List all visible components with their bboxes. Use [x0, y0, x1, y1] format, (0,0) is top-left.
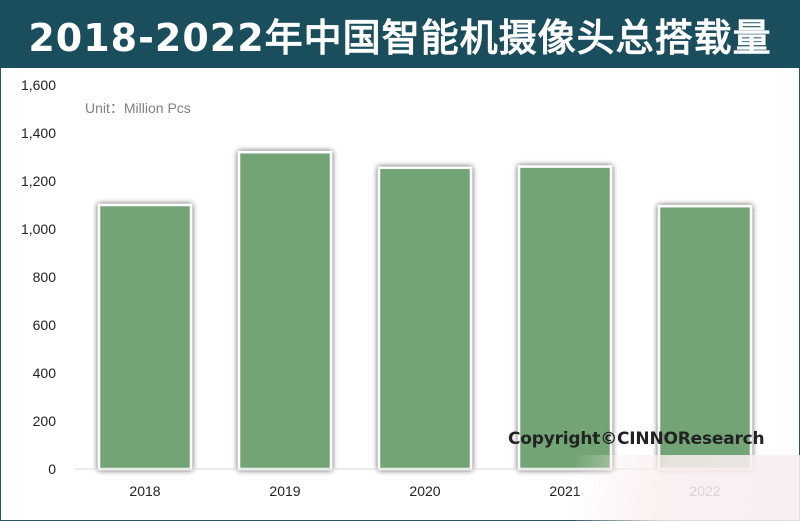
x-tick-label: 2019 [269, 483, 300, 499]
y-tick-label: 1,600 [21, 77, 56, 93]
y-tick-label: 1,200 [21, 173, 56, 189]
unit-label: Unit：Million Pcs [85, 100, 191, 116]
watermark-blur [575, 455, 800, 521]
bar-2020 [377, 166, 473, 471]
y-tick-label: 1,400 [21, 125, 56, 141]
bar-2018 [97, 203, 193, 471]
bar-2021 [517, 165, 613, 471]
y-tick-label: 600 [33, 317, 57, 333]
x-tick-label: 2018 [129, 483, 160, 499]
y-tick-label: 800 [33, 269, 57, 285]
x-tick-label: 2020 [409, 483, 440, 499]
copyright-text: Copyright©CINNOResearch [508, 429, 765, 449]
y-axis: 0 200 400 600 800 1,000 1,200 1,400 1,600 [21, 77, 56, 477]
y-tick-label: 1,000 [21, 221, 56, 237]
chart-title: 2018-2022年中国智能机摄像头总搭载量 [28, 15, 772, 60]
title-bar: 2018-2022年中国智能机摄像头总搭载量 [0, 0, 800, 68]
y-tick-label: 200 [33, 413, 57, 429]
y-tick-label: 400 [33, 365, 57, 381]
y-tick-label: 0 [48, 461, 56, 477]
x-tick-label: 2021 [549, 483, 580, 499]
bars-group [97, 150, 753, 471]
bar-2019 [237, 150, 333, 471]
bar-2022 [657, 204, 753, 471]
